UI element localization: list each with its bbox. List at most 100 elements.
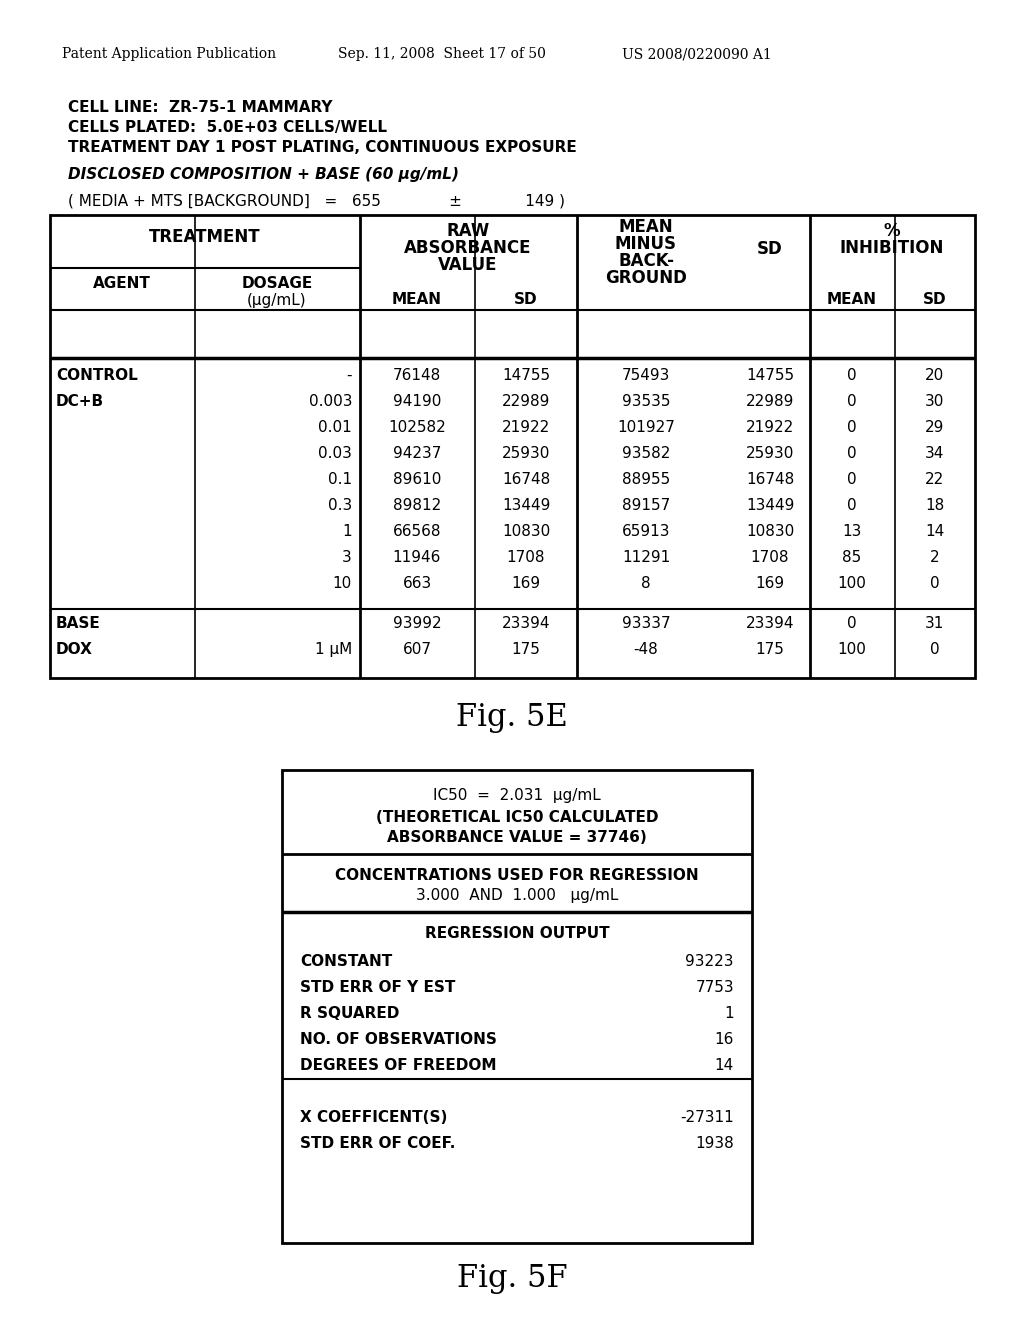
Text: DOX: DOX bbox=[56, 642, 93, 657]
Text: 20: 20 bbox=[926, 368, 944, 383]
Text: CELLS PLATED:  5.0E+03 CELLS/WELL: CELLS PLATED: 5.0E+03 CELLS/WELL bbox=[68, 120, 387, 135]
Text: SD: SD bbox=[514, 292, 538, 308]
Text: BACK-: BACK- bbox=[618, 252, 674, 271]
Text: CONTROL: CONTROL bbox=[56, 368, 138, 383]
Text: 1: 1 bbox=[342, 524, 352, 539]
Text: 1: 1 bbox=[724, 1006, 734, 1020]
Text: 31: 31 bbox=[926, 616, 945, 631]
Text: X COEFFICENT(S): X COEFFICENT(S) bbox=[300, 1110, 447, 1125]
Text: 0: 0 bbox=[847, 420, 857, 436]
Text: 3.000  AND  1.000   μg/mL: 3.000 AND 1.000 μg/mL bbox=[416, 888, 618, 903]
Text: CONSTANT: CONSTANT bbox=[300, 954, 392, 969]
Text: 0.01: 0.01 bbox=[318, 420, 352, 436]
Text: 0.03: 0.03 bbox=[318, 446, 352, 461]
Text: 18: 18 bbox=[926, 498, 944, 513]
Text: Sep. 11, 2008  Sheet 17 of 50: Sep. 11, 2008 Sheet 17 of 50 bbox=[338, 48, 546, 61]
Bar bbox=[50, 215, 975, 678]
Text: 1938: 1938 bbox=[695, 1137, 734, 1151]
Text: 22989: 22989 bbox=[745, 393, 795, 409]
Text: 16748: 16748 bbox=[745, 473, 795, 487]
Text: 1 μM: 1 μM bbox=[314, 642, 352, 657]
Text: MEAN: MEAN bbox=[392, 292, 442, 308]
Text: 16748: 16748 bbox=[502, 473, 550, 487]
Text: 75493: 75493 bbox=[622, 368, 670, 383]
Text: 0.3: 0.3 bbox=[328, 498, 352, 513]
Text: 21922: 21922 bbox=[502, 420, 550, 436]
Text: 25930: 25930 bbox=[502, 446, 550, 461]
Text: 0: 0 bbox=[847, 368, 857, 383]
Text: 663: 663 bbox=[402, 576, 432, 591]
Text: 29: 29 bbox=[926, 420, 945, 436]
Text: 16: 16 bbox=[715, 1032, 734, 1047]
Text: 93337: 93337 bbox=[622, 616, 671, 631]
Text: 607: 607 bbox=[402, 642, 431, 657]
Text: 94237: 94237 bbox=[393, 446, 441, 461]
Text: 169: 169 bbox=[756, 576, 784, 591]
Text: 102582: 102582 bbox=[388, 420, 445, 436]
Text: ABSORBANCE VALUE = 37746): ABSORBANCE VALUE = 37746) bbox=[387, 830, 647, 845]
Text: 22989: 22989 bbox=[502, 393, 550, 409]
Text: BASE: BASE bbox=[56, 616, 100, 631]
Text: 0: 0 bbox=[847, 473, 857, 487]
Text: 65913: 65913 bbox=[622, 524, 671, 539]
Text: RAW: RAW bbox=[446, 222, 489, 240]
Text: 0: 0 bbox=[847, 498, 857, 513]
Text: VALUE: VALUE bbox=[438, 256, 498, 275]
Text: 1708: 1708 bbox=[751, 550, 790, 565]
Text: 23394: 23394 bbox=[502, 616, 550, 631]
Text: -: - bbox=[346, 368, 352, 383]
Text: 89812: 89812 bbox=[393, 498, 441, 513]
Text: Fig. 5F: Fig. 5F bbox=[457, 1263, 567, 1294]
Text: 21922: 21922 bbox=[745, 420, 795, 436]
Text: R SQUARED: R SQUARED bbox=[300, 1006, 399, 1020]
Text: 0.1: 0.1 bbox=[328, 473, 352, 487]
Text: 89610: 89610 bbox=[393, 473, 441, 487]
Text: 13449: 13449 bbox=[502, 498, 550, 513]
Text: 3: 3 bbox=[342, 550, 352, 565]
Text: ABSORBANCE: ABSORBANCE bbox=[404, 239, 531, 257]
Text: 10830: 10830 bbox=[745, 524, 795, 539]
Text: 0: 0 bbox=[930, 642, 940, 657]
Text: 10830: 10830 bbox=[502, 524, 550, 539]
Text: GROUND: GROUND bbox=[605, 269, 687, 286]
Text: 1708: 1708 bbox=[507, 550, 545, 565]
Text: 14755: 14755 bbox=[502, 368, 550, 383]
Text: 85: 85 bbox=[843, 550, 861, 565]
Text: DISCLOSED COMPOSITION + BASE (60 μg/mL): DISCLOSED COMPOSITION + BASE (60 μg/mL) bbox=[68, 168, 459, 182]
Text: DOSAGE: DOSAGE bbox=[242, 276, 312, 290]
Text: STD ERR OF Y EST: STD ERR OF Y EST bbox=[300, 979, 456, 995]
Text: 93535: 93535 bbox=[622, 393, 671, 409]
Text: 89157: 89157 bbox=[622, 498, 670, 513]
Text: AGENT: AGENT bbox=[93, 276, 151, 290]
Text: 88955: 88955 bbox=[622, 473, 670, 487]
Text: 23394: 23394 bbox=[745, 616, 795, 631]
Text: (μg/mL): (μg/mL) bbox=[247, 293, 307, 308]
Text: INHIBITION: INHIBITION bbox=[840, 239, 944, 257]
Bar bbox=[282, 770, 752, 1243]
Text: SD: SD bbox=[924, 292, 947, 308]
Text: IC50  =  2.031  μg/mL: IC50 = 2.031 μg/mL bbox=[433, 788, 601, 803]
Text: MINUS: MINUS bbox=[615, 235, 677, 253]
Text: CELL LINE:  ZR-75-1 MAMMARY: CELL LINE: ZR-75-1 MAMMARY bbox=[68, 100, 333, 115]
Text: 2: 2 bbox=[930, 550, 940, 565]
Text: 100: 100 bbox=[838, 642, 866, 657]
Text: %: % bbox=[884, 222, 900, 240]
Text: DEGREES OF FREEDOM: DEGREES OF FREEDOM bbox=[300, 1059, 497, 1073]
Text: 0.003: 0.003 bbox=[308, 393, 352, 409]
Text: 100: 100 bbox=[838, 576, 866, 591]
Text: 14: 14 bbox=[715, 1059, 734, 1073]
Text: 0: 0 bbox=[847, 393, 857, 409]
Text: STD ERR OF COEF.: STD ERR OF COEF. bbox=[300, 1137, 456, 1151]
Text: 22: 22 bbox=[926, 473, 944, 487]
Text: ( MEDIA + MTS [BACKGROUND]   =   655              ±             149 ): ( MEDIA + MTS [BACKGROUND] = 655 ± 149 ) bbox=[68, 193, 565, 209]
Text: 34: 34 bbox=[926, 446, 945, 461]
Text: 7753: 7753 bbox=[695, 979, 734, 995]
Text: Patent Application Publication: Patent Application Publication bbox=[62, 48, 276, 61]
Text: REGRESSION OUTPUT: REGRESSION OUTPUT bbox=[425, 927, 609, 941]
Text: 14755: 14755 bbox=[745, 368, 794, 383]
Text: 175: 175 bbox=[756, 642, 784, 657]
Text: -27311: -27311 bbox=[680, 1110, 734, 1125]
Text: 25930: 25930 bbox=[745, 446, 795, 461]
Text: 0: 0 bbox=[847, 616, 857, 631]
Text: 13449: 13449 bbox=[745, 498, 795, 513]
